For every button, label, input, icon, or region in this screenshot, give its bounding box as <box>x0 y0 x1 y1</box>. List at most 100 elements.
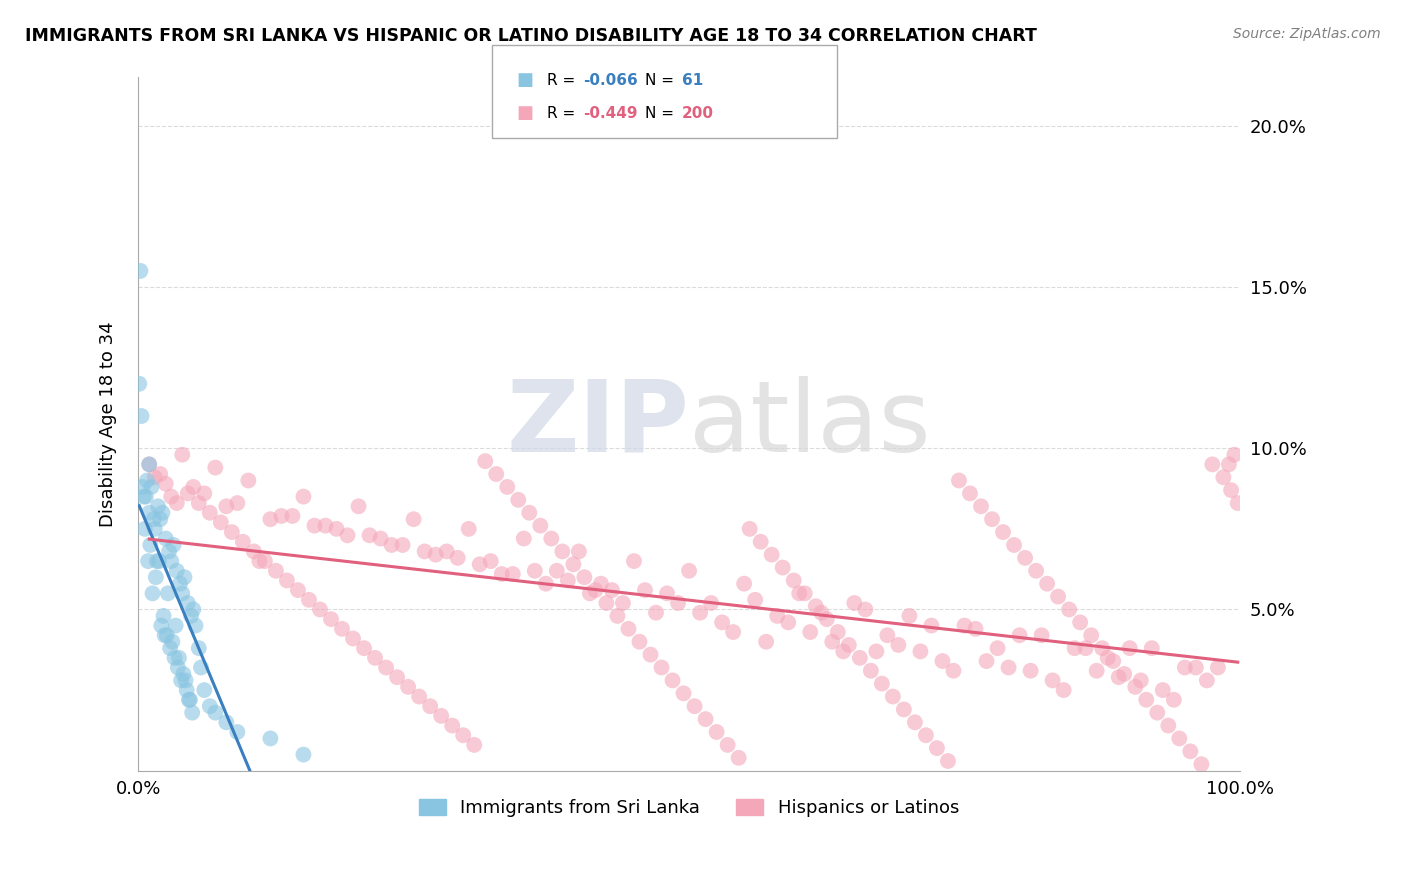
Point <box>468 558 491 572</box>
Point <box>920 618 942 632</box>
Point <box>893 702 915 716</box>
Point <box>853 602 876 616</box>
Point <box>447 550 470 565</box>
Point <box>153 628 176 642</box>
Point <box>292 490 315 504</box>
Point <box>187 641 209 656</box>
Point <box>783 574 806 588</box>
Point <box>441 718 464 732</box>
Point <box>678 564 700 578</box>
Text: ■: ■ <box>516 71 533 89</box>
Point <box>1220 483 1243 498</box>
Point <box>177 692 200 706</box>
Point <box>666 596 689 610</box>
Point <box>1114 667 1136 681</box>
Point <box>815 612 838 626</box>
Point <box>166 496 188 510</box>
Point <box>436 544 458 558</box>
Point <box>778 615 800 630</box>
Point <box>534 576 557 591</box>
Point <box>1019 664 1042 678</box>
Point <box>910 644 932 658</box>
Point <box>128 376 150 391</box>
Point <box>129 264 152 278</box>
Point <box>152 506 174 520</box>
Point <box>562 558 585 572</box>
Point <box>292 747 315 762</box>
Point <box>457 522 479 536</box>
Point <box>865 644 887 658</box>
Point <box>150 618 173 632</box>
Point <box>408 690 430 704</box>
Point <box>595 596 617 610</box>
Point <box>655 586 678 600</box>
Point <box>711 615 734 630</box>
Point <box>821 634 844 648</box>
Point <box>1140 641 1163 656</box>
Point <box>364 650 387 665</box>
Point <box>1102 654 1125 668</box>
Point <box>370 532 392 546</box>
Point <box>612 596 634 610</box>
Point <box>176 683 198 698</box>
Text: ZIP: ZIP <box>506 376 689 473</box>
Point <box>391 538 413 552</box>
Point <box>342 632 364 646</box>
Point <box>804 599 827 614</box>
Point <box>419 699 441 714</box>
Point <box>165 618 187 632</box>
Point <box>876 628 898 642</box>
Point <box>1206 660 1229 674</box>
Point <box>347 500 370 514</box>
Point <box>744 592 766 607</box>
Point <box>193 683 215 698</box>
Point <box>959 486 981 500</box>
Text: N =: N = <box>645 73 679 88</box>
Point <box>132 490 155 504</box>
Point <box>138 458 160 472</box>
Point <box>1185 660 1208 674</box>
Point <box>131 409 153 423</box>
Point <box>281 508 304 523</box>
Point <box>799 625 821 640</box>
Point <box>942 664 965 678</box>
Point <box>772 560 794 574</box>
Point <box>190 660 212 674</box>
Point <box>141 480 163 494</box>
Point <box>706 725 728 739</box>
Point <box>149 467 172 481</box>
Point <box>141 586 163 600</box>
Text: ■: ■ <box>516 104 533 122</box>
Point <box>1212 470 1234 484</box>
Point <box>135 490 157 504</box>
Point <box>167 650 190 665</box>
Point <box>479 554 502 568</box>
Point <box>149 512 172 526</box>
Point <box>221 525 243 540</box>
Point <box>574 570 596 584</box>
Point <box>1047 590 1070 604</box>
Point <box>385 670 408 684</box>
Point <box>298 592 321 607</box>
Point <box>606 608 628 623</box>
Point <box>1036 576 1059 591</box>
Point <box>953 618 976 632</box>
Point <box>1091 641 1114 656</box>
Legend: Immigrants from Sri Lanka, Hispanics or Latinos: Immigrants from Sri Lanka, Hispanics or … <box>412 791 966 824</box>
Point <box>359 528 381 542</box>
Point <box>1201 458 1223 472</box>
Point <box>169 576 191 591</box>
Text: IMMIGRANTS FROM SRI LANKA VS HISPANIC OR LATINO DISABILITY AGE 18 TO 34 CORRELAT: IMMIGRANTS FROM SRI LANKA VS HISPANIC OR… <box>25 27 1038 45</box>
Point <box>215 500 238 514</box>
Point <box>508 492 530 507</box>
Point <box>485 467 508 481</box>
Point <box>179 692 201 706</box>
Point <box>689 606 711 620</box>
Point <box>139 538 162 552</box>
Point <box>381 538 404 552</box>
Point <box>502 567 524 582</box>
Point <box>1025 564 1047 578</box>
Point <box>936 754 959 768</box>
Point <box>755 634 778 648</box>
Point <box>948 474 970 488</box>
